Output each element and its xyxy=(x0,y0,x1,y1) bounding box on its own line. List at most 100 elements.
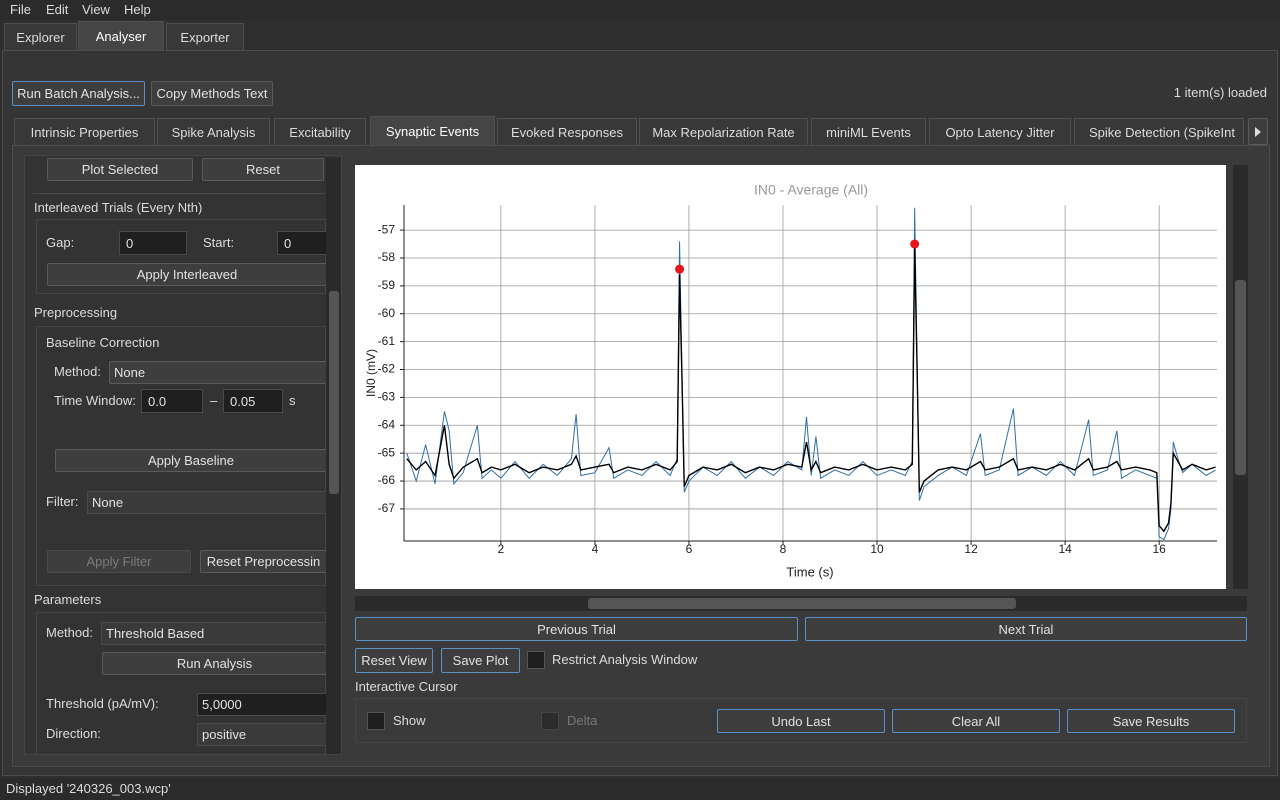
analysis-tab[interactable]: Spike Analysis xyxy=(157,118,270,145)
direction-combo[interactable]: positive xyxy=(197,723,327,746)
menu-item[interactable]: Edit xyxy=(46,2,69,17)
field-label: Direction: xyxy=(46,726,101,741)
next-trial-button[interactable]: Next Trial xyxy=(805,617,1247,641)
chart: IN0 - Average (All) Time (s) IN0 (mV) 2 4… xyxy=(364,182,1217,579)
section-title: Parameters xyxy=(34,592,102,607)
y-tick-label: -57 xyxy=(378,222,396,236)
reset-button[interactable]: Reset xyxy=(202,158,324,181)
section-title: Interleaved Trials (Every Nth) xyxy=(34,200,203,215)
field-label: Filter: xyxy=(46,494,79,509)
y-tick-label: -61 xyxy=(378,334,396,348)
analysis-tab[interactable]: Intrinsic Properties xyxy=(14,118,155,145)
analysis-tab[interactable]: miniML Events xyxy=(811,118,926,145)
group-box xyxy=(36,612,326,754)
analysis-tab[interactable]: Evoked Responses xyxy=(497,118,637,145)
analysis-tab[interactable]: Max Repolarization Rate xyxy=(639,118,808,145)
start-spinbox[interactable]: 0 xyxy=(277,231,327,255)
x-tick-label: 14 xyxy=(1058,542,1072,556)
y-tick-label: -60 xyxy=(378,306,396,320)
field-value: 0 xyxy=(284,235,292,251)
field-value: 0.0 xyxy=(148,393,167,409)
field-value: 0 xyxy=(126,235,134,251)
section-title: Preprocessing xyxy=(34,305,118,320)
scroll-handle[interactable] xyxy=(588,598,1016,609)
field-label: Start: xyxy=(203,235,235,250)
field-value: 5,0000 xyxy=(202,697,242,712)
menu-item[interactable]: View xyxy=(82,2,110,17)
reset-view-button[interactable]: Reset View xyxy=(355,648,433,673)
reset-preprocessing-button[interactable]: Reset Preprocessin xyxy=(200,550,327,573)
horizontal-scrollbar[interactable] xyxy=(355,596,1247,611)
field-label: Gap: xyxy=(46,235,75,250)
trace-line xyxy=(406,246,1216,533)
run-batch-button[interactable]: Run Batch Analysis... xyxy=(12,81,145,106)
tab-scroll-arrow[interactable] xyxy=(1248,118,1268,145)
y-tick-label: -66 xyxy=(378,473,396,487)
menu-item[interactable]: File xyxy=(10,2,31,17)
undo-button[interactable]: Undo Last xyxy=(717,709,885,733)
scroll-handle[interactable] xyxy=(1235,280,1246,475)
apply-interleaved-button[interactable]: Apply Interleaved xyxy=(47,263,327,286)
scroll-handle[interactable] xyxy=(329,291,339,494)
field-value: positive xyxy=(202,727,247,742)
field-value: None xyxy=(92,495,124,510)
checkbox-label: Restrict Analysis Window xyxy=(552,652,698,667)
section-title: Baseline Correction xyxy=(46,335,160,350)
range-dash: – xyxy=(210,393,218,408)
show-checkbox[interactable] xyxy=(367,712,385,730)
analysis-tab[interactable]: Synaptic Events xyxy=(370,116,495,145)
y-tick-label: -62 xyxy=(378,362,396,376)
save-results-button[interactable]: Save Results xyxy=(1067,709,1235,733)
main-tab[interactable]: Explorer xyxy=(4,23,77,50)
main-tab[interactable]: Exporter xyxy=(166,23,244,50)
plot-widget: IN0 - Average (All) Time (s) IN0 (mV) 2 4… xyxy=(355,165,1226,589)
previous-trial-button[interactable]: Previous Trial xyxy=(355,617,798,641)
apply-baseline-button[interactable]: Apply Baseline xyxy=(55,449,327,472)
chart-title: IN0 - Average (All) xyxy=(754,182,868,198)
y-tick-label: -59 xyxy=(378,278,396,292)
x-tick-label: 12 xyxy=(964,542,978,556)
field-value: None xyxy=(114,365,146,380)
analysis-tab[interactable]: Opto Latency Jitter xyxy=(929,118,1071,145)
analysis-tab[interactable]: Spike Detection (SpikeInt xyxy=(1074,118,1244,145)
time-window-start[interactable]: 0.0 xyxy=(141,389,203,413)
threshold-input[interactable]: 5,0000 xyxy=(197,693,327,716)
group-box xyxy=(36,219,326,294)
x-tick-label: 10 xyxy=(870,542,884,556)
field-label: Method: xyxy=(54,364,101,379)
main-tab[interactable]: Analyser xyxy=(78,21,164,50)
delta-checkbox xyxy=(541,712,559,730)
event-marker xyxy=(910,239,920,249)
run-analysis-button[interactable]: Run Analysis xyxy=(102,652,327,675)
scrollbar[interactable] xyxy=(326,158,341,754)
method-combo[interactable]: Threshold Based xyxy=(101,622,327,645)
menu-item[interactable]: Help xyxy=(124,2,151,17)
menu-bar: File Edit View Help xyxy=(0,0,1280,20)
field-label: Method: xyxy=(46,625,93,640)
baseline-method-combo[interactable]: None xyxy=(109,361,327,384)
checkbox-label: Delta xyxy=(567,713,598,728)
event-marker xyxy=(675,264,685,274)
items-loaded: 1 item(s) loaded xyxy=(1173,85,1267,100)
copy-methods-button[interactable]: Copy Methods Text xyxy=(151,81,273,106)
y-tick-label: -58 xyxy=(378,250,396,264)
clear-all-button[interactable]: Clear All xyxy=(892,709,1060,733)
y-tick-label: -65 xyxy=(378,445,396,459)
field-label: Threshold (pA/mV): xyxy=(46,696,159,711)
arrow-icon xyxy=(1255,126,1261,137)
group-box xyxy=(355,698,1247,743)
restrict-checkbox[interactable] xyxy=(527,651,545,669)
analysis-tab[interactable]: Excitability xyxy=(274,118,366,145)
plot-selected-button[interactable]: Plot Selected xyxy=(47,158,193,181)
filter-combo[interactable]: None xyxy=(87,491,327,514)
vertical-scrollbar[interactable] xyxy=(1233,165,1248,589)
field-label: Time Window: xyxy=(54,393,136,408)
save-plot-button[interactable]: Save Plot xyxy=(441,648,520,673)
field-value: 0.05 xyxy=(230,393,256,409)
time-window-end[interactable]: 0.05 xyxy=(223,389,283,413)
x-tick-label: 2 xyxy=(498,542,505,556)
x-axis-label: Time (s) xyxy=(786,564,833,579)
x-tick-label: 16 xyxy=(1152,542,1166,556)
x-tick-label: 8 xyxy=(780,542,787,556)
gap-spinbox[interactable]: 0 xyxy=(119,231,187,255)
